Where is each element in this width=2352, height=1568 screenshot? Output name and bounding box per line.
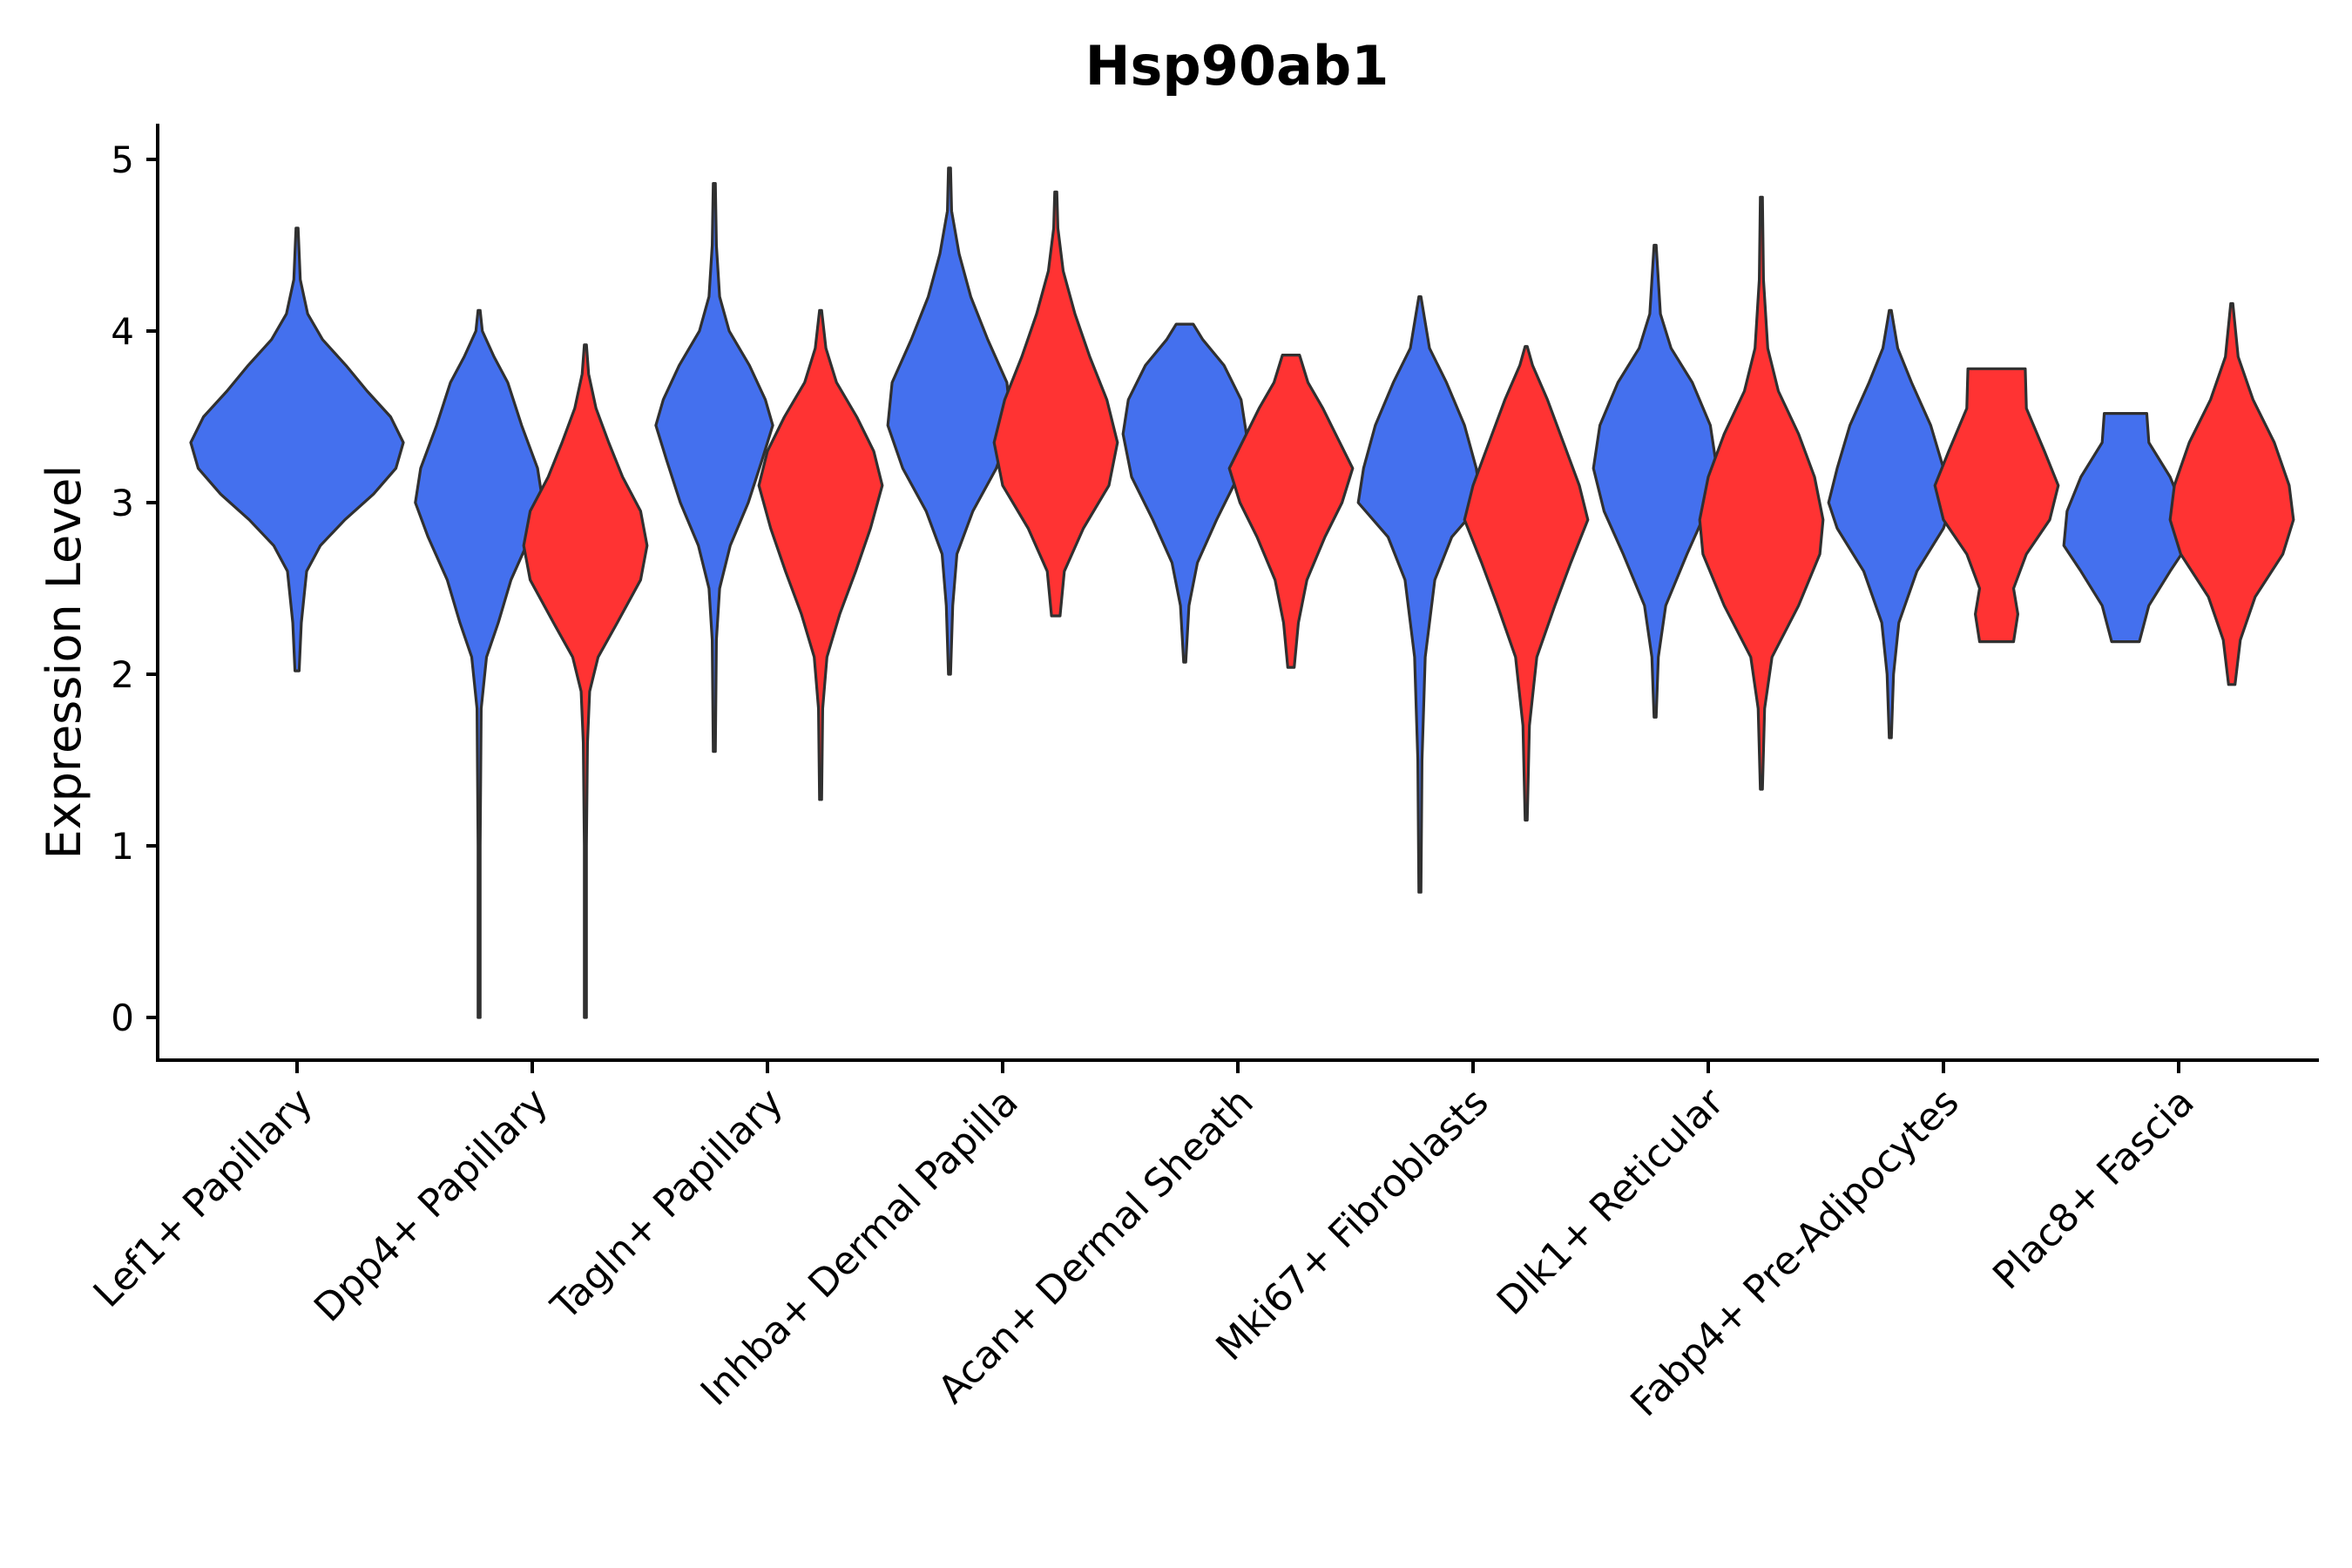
violin-group-1-3 [886, 166, 1013, 676]
y-tick-label: 1 [111, 825, 134, 868]
x-tick-label: Dlk1+ Reticular [1489, 1079, 1734, 1324]
y-tick-label: 0 [111, 997, 134, 1039]
violin-group-1-2 [654, 182, 774, 754]
violin-group-2-8 [2168, 301, 2295, 686]
violin-plot-area [189, 166, 2295, 1019]
y-tick-label: 4 [111, 310, 134, 353]
y-tick-label: 5 [111, 139, 134, 181]
violin-group-1-4 [1121, 322, 1248, 664]
x-tick-label: Plac8+ Fascia [1984, 1080, 2203, 1299]
violin-group-2-6 [1698, 195, 1825, 791]
y-tick-label: 3 [111, 482, 134, 524]
violin-group-1-5 [1356, 295, 1484, 894]
y-tick-label: 2 [111, 653, 134, 696]
y-axis-ticks: 0 1 2 3 4 5 [111, 139, 158, 1039]
violin-group-2-1 [522, 343, 649, 1019]
x-tick-label: Mki67+ Fibroblasts [1207, 1080, 1497, 1369]
violin-group-1-1 [414, 308, 544, 1019]
violin-group-2-2 [757, 308, 884, 801]
x-tick-label: Dpp4+ Papillary [306, 1080, 557, 1331]
violin-group-1-8 [2062, 412, 2189, 644]
violin-group-1-0 [189, 226, 405, 672]
violin-group-2-3 [992, 190, 1119, 618]
chart-title: Hsp90ab1 [1085, 34, 1389, 98]
violin-group-2-4 [1227, 354, 1355, 669]
y-axis-label: Expression Level [37, 465, 91, 860]
violin-group-2-5 [1463, 345, 1590, 822]
x-tick-label: Lef1+ Papillary [85, 1080, 321, 1316]
violin-group-1-7 [1827, 308, 1954, 740]
violin-group-1-6 [1592, 243, 1719, 719]
violin-group-2-7 [1933, 367, 2060, 644]
x-tick-label: Tagln+ Papillary [543, 1080, 792, 1329]
